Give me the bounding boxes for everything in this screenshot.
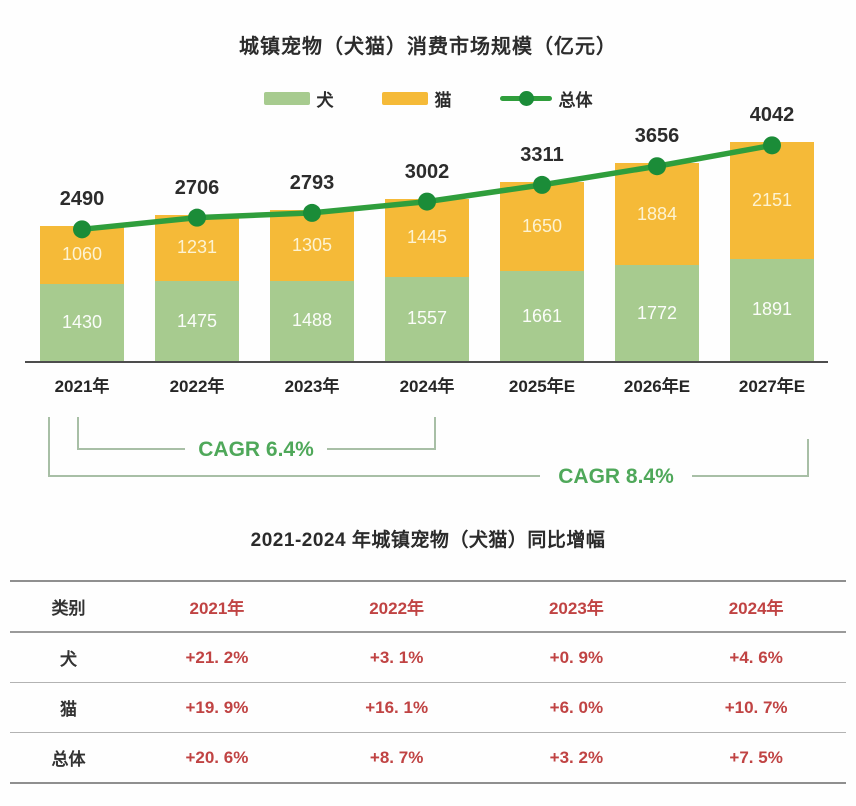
stacked-bar: 2151 1891 <box>730 142 814 361</box>
cat-value-label: 2151 <box>751 190 793 211</box>
row-label: 犬 <box>60 650 78 669</box>
growth-table-header: 类别 2021年 2022年 2023年 2024年 <box>10 581 846 632</box>
column-header-year: 2022年 <box>369 599 425 618</box>
dog-value-label: 1430 <box>61 311 103 332</box>
growth-value-cell: +10. 7% <box>724 697 788 717</box>
stacked-bar: 1305 1488 <box>270 209 354 361</box>
x-axis-label: 2021年 <box>54 377 110 396</box>
growth-value-cell: +7. 5% <box>729 747 783 767</box>
stacked-bar: 1231 1475 <box>155 214 239 361</box>
cat-bar-segment: 1231 <box>155 214 239 282</box>
chart-plot: 1060 1430 1231 1475 1305 1488 1445 1557 1650 1661… <box>0 104 856 363</box>
column-header-category: 类别 <box>51 599 86 618</box>
legend-item-dog: 犬 <box>263 86 334 111</box>
cat-bar-segment: 1445 <box>385 198 469 277</box>
stacked-bar: 1060 1430 <box>40 226 124 361</box>
column-header-year: 2023年 <box>548 599 604 618</box>
x-axis-label: 2024年 <box>399 377 455 396</box>
cat-value-label: 1650 <box>521 216 563 237</box>
row-label: 猫 <box>60 700 78 719</box>
x-axis-label: 2025年E <box>508 377 576 396</box>
total-series-line-icon <box>499 90 552 106</box>
cat-bar-segment: 1884 <box>615 163 699 266</box>
stacked-bar: 1884 1772 <box>615 163 699 361</box>
cat-bar-segment: 1305 <box>270 209 354 281</box>
total-value-label: 4042 <box>749 104 795 127</box>
legend-label-cat: 猫 <box>434 90 452 110</box>
dog-bar-segment: 1891 <box>730 258 814 361</box>
dog-bar-segment: 1772 <box>615 265 699 361</box>
dog-bar-segment: 1661 <box>500 271 584 361</box>
total-value-label: 3656 <box>634 125 680 148</box>
legend-item-cat: 猫 <box>381 86 452 111</box>
cat-value-label: 1231 <box>176 237 218 258</box>
cat-bar-segment: 2151 <box>730 142 814 259</box>
growth-value-cell: +0. 9% <box>549 647 604 667</box>
legend-label-dog: 犬 <box>316 90 334 110</box>
total-dot-swatch <box>518 90 534 106</box>
cagr-brackets: CAGR 6.4% CAGR 8.4% <box>48 417 809 488</box>
column-header-year: 2021年 <box>189 599 245 618</box>
total-value-label: 3311 <box>520 143 564 166</box>
dog-value-label: 1557 <box>406 308 448 329</box>
dog-value-label: 1661 <box>521 305 563 326</box>
cat-bar-segment: 1650 <box>500 181 584 272</box>
table-header-row: 类别 2021年 2022年 2023年 2024年 <box>10 581 846 632</box>
x-axis-label: 2026年E <box>623 377 691 396</box>
dog-bar-segment: 1488 <box>270 280 354 361</box>
table-row: 犬 +21. 2% +3. 1% +0. 9% +4. 6% <box>10 632 846 683</box>
x-axis-labels: 2021年 2022年 2023年 2024年 2025年E 2026年E 2027年E <box>0 361 856 407</box>
x-axis-label: 2022年 <box>169 377 225 396</box>
cagr-2021-2027-label: CAGR 8.4% <box>558 465 674 488</box>
x-axis-label: 2027年E <box>738 377 806 396</box>
row-label: 总体 <box>51 750 86 769</box>
cagr-inner-bracket-line <box>77 417 436 450</box>
dog-bar-segment: 1430 <box>40 283 124 361</box>
growth-value-cell: +19. 9% <box>185 697 249 717</box>
table-title: 2021-2024 年城镇宠物（犬猫）同比增幅 <box>250 530 606 551</box>
cat-value-label: 1060 <box>61 244 103 265</box>
growth-table-body: 犬 +21. 2% +3. 1% +0. 9% +4. 6% 猫 +19. 9% +16. 1… <box>10 632 846 783</box>
dog-value-label: 1891 <box>751 299 793 320</box>
table-row: 总体 +20. 6% +8. 7% +3. 2% +7. 5% <box>10 733 846 783</box>
growth-value-cell: +20. 6% <box>185 747 249 767</box>
total-value-label: 2793 <box>289 171 335 194</box>
legend-item-total: 总体 <box>499 86 593 111</box>
dog-value-label: 1488 <box>291 310 333 331</box>
growth-value-cell: +4. 6% <box>729 647 783 667</box>
dog-value-label: 1772 <box>636 302 678 323</box>
cat-series-swatch-icon <box>381 91 428 105</box>
dog-series-swatch-icon <box>263 91 310 105</box>
growth-value-cell: +8. 7% <box>369 747 424 767</box>
total-value-label: 3002 <box>404 160 450 183</box>
growth-value-cell: +21. 2% <box>185 647 249 667</box>
cagr-outer-bracket-line <box>48 417 809 477</box>
total-value-label: 2490 <box>59 188 105 211</box>
growth-table: 类别 2021年 2022年 2023年 2024年 犬 +21. 2% +3. 1% +0.… <box>10 580 846 784</box>
cat-bar-segment: 1060 <box>40 226 124 284</box>
growth-value-cell: +16. 1% <box>365 697 429 717</box>
stacked-bar: 1445 1557 <box>385 198 469 361</box>
growth-value-cell: +3. 2% <box>549 747 604 767</box>
dog-bar-segment: 1557 <box>385 276 469 361</box>
chart-title: 城镇宠物（犬猫）消费市场规模（亿元） <box>239 36 617 58</box>
growth-value-cell: +6. 0% <box>549 697 604 717</box>
dog-bar-segment: 1475 <box>155 281 239 361</box>
chart-legend: 犬 猫 总体 <box>0 89 856 110</box>
growth-value-cell: +3. 1% <box>369 647 424 667</box>
cat-value-label: 1884 <box>636 203 678 224</box>
column-header-year: 2024年 <box>728 599 784 618</box>
dog-value-label: 1475 <box>176 310 218 331</box>
legend-label-total: 总体 <box>558 90 593 110</box>
total-value-label: 2706 <box>174 176 220 199</box>
x-axis-label: 2023年 <box>284 377 340 396</box>
table-row: 猫 +19. 9% +16. 1% +6. 0% +10. 7% <box>10 683 846 733</box>
x-axis-line <box>25 361 828 363</box>
cat-value-label: 1445 <box>406 227 448 248</box>
stacked-bar: 1650 1661 <box>500 181 584 361</box>
cagr-2021-2024-label: CAGR 6.4% <box>198 438 314 461</box>
cat-value-label: 1305 <box>291 234 333 255</box>
